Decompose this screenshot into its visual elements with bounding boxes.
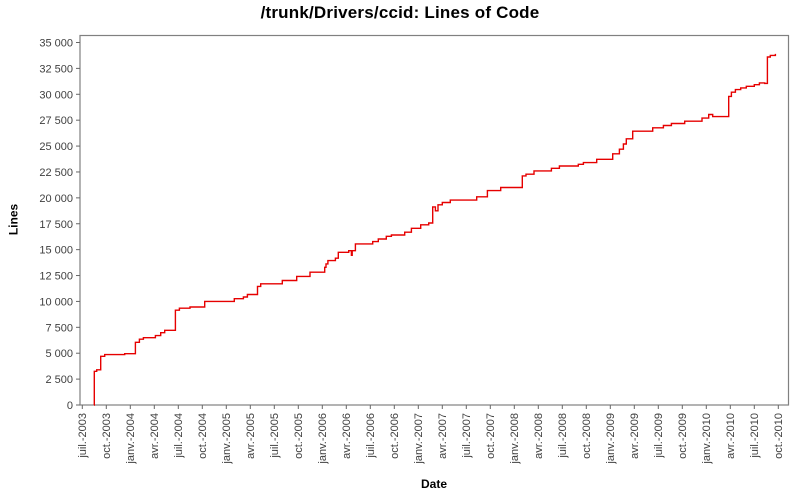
y-tick-label: 27 500 <box>39 115 73 127</box>
x-tick-label: oct.-2007 <box>485 413 497 459</box>
loc-series-line <box>93 53 777 406</box>
x-tick-label: janv.-2006 <box>317 413 329 465</box>
y-tick-label: 15 000 <box>39 245 73 257</box>
x-tick-label: avr.-2007 <box>437 413 449 459</box>
y-tick-label: 20 000 <box>39 193 73 205</box>
y-tick-label: 35 000 <box>39 38 73 50</box>
chart-title: /trunk/Drivers/ccid: Lines of Code <box>260 3 540 22</box>
x-tick-label: avr.-2004 <box>149 413 161 459</box>
x-tick-label: juil.-2008 <box>557 413 569 459</box>
y-tick-label: 17 500 <box>39 219 73 231</box>
y-tick-label: 25 000 <box>39 141 73 153</box>
x-tick-label: juil.-2007 <box>461 413 473 459</box>
plot-border <box>79 34 790 406</box>
x-tick-label: janv.-2010 <box>701 413 713 465</box>
x-tick-label: janv.-2007 <box>413 413 425 465</box>
y-tick-label: 32 500 <box>39 63 73 75</box>
x-axis-title: Date <box>420 477 447 491</box>
x-tick-label: juil.-2010 <box>749 413 761 459</box>
y-tick-label: 5 000 <box>45 348 73 360</box>
y-tick-label: 30 000 <box>39 89 73 101</box>
x-tick-label: juil.-2009 <box>653 413 665 459</box>
x-tick-label: janv.-2009 <box>605 413 617 465</box>
x-tick-label: juil.-2005 <box>269 413 281 459</box>
x-tick-label: oct.-2009 <box>677 413 689 459</box>
x-tick-label: juil.-2006 <box>365 413 377 459</box>
x-tick-label: avr.-2010 <box>725 413 737 459</box>
y-tick-label: 2 500 <box>45 374 73 386</box>
y-tick-label: 12 500 <box>39 271 73 283</box>
x-tick-label: juil.-2003 <box>77 413 89 459</box>
x-tick-label: avr.-2006 <box>341 413 353 459</box>
x-tick-label: janv.-2005 <box>221 413 233 465</box>
x-tick-label: oct.-2005 <box>293 413 305 459</box>
x-tick-label: avr.-2008 <box>533 413 545 459</box>
x-tick-label: oct.-2010 <box>773 413 785 459</box>
x-tick-label: oct.-2006 <box>389 413 401 459</box>
y-tick-label: 0 <box>67 400 73 412</box>
x-tick-label: oct.-2003 <box>101 413 113 459</box>
x-tick-label: oct.-2004 <box>197 413 209 459</box>
x-tick-label: avr.-2009 <box>629 413 641 459</box>
y-tick-label: 7 500 <box>45 322 73 334</box>
y-tick-label: 10 000 <box>39 296 73 308</box>
x-tick-label: janv.-2004 <box>125 413 137 465</box>
x-tick-label: juil.-2004 <box>173 413 185 459</box>
x-tick-label: avr.-2005 <box>245 413 257 459</box>
y-tick-label: 22 500 <box>39 167 73 179</box>
x-tick-label: janv.-2008 <box>509 413 521 465</box>
x-tick-label: oct.-2008 <box>581 413 593 459</box>
